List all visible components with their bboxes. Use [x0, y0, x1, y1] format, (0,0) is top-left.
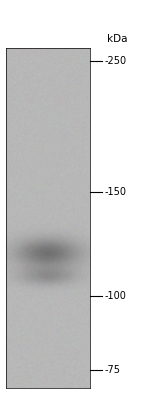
- Text: -75: -75: [105, 365, 121, 375]
- Text: kDa: kDa: [107, 34, 127, 44]
- Text: -100: -100: [105, 291, 127, 301]
- Text: -150: -150: [105, 187, 127, 197]
- Text: -250: -250: [105, 55, 127, 66]
